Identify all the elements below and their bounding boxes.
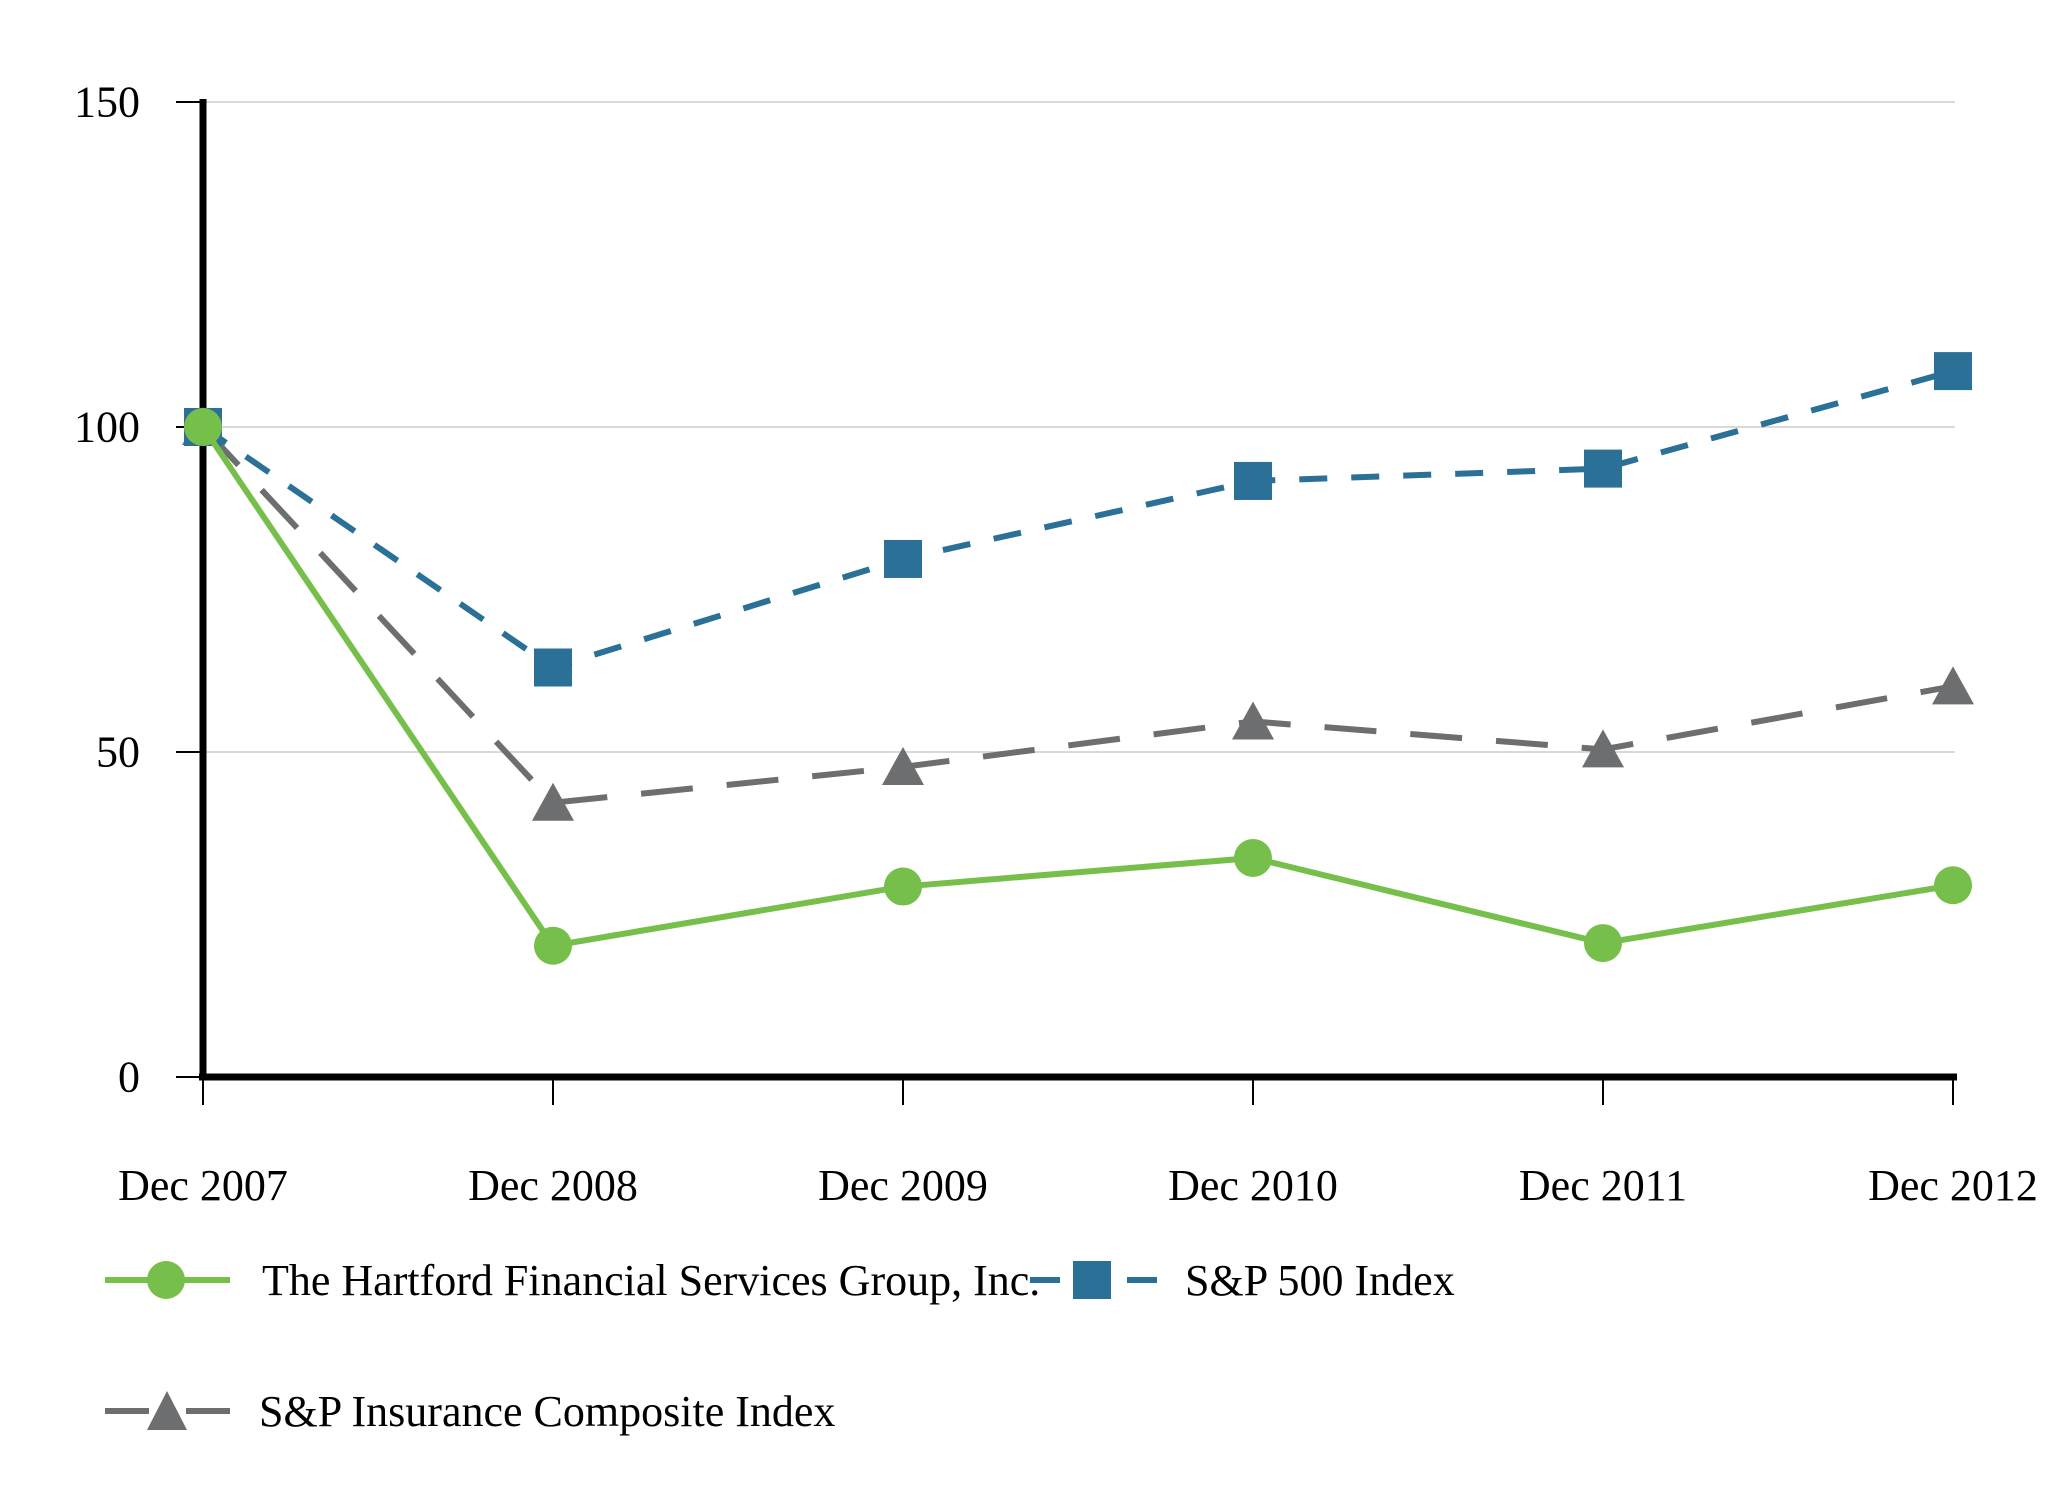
series-line-2 <box>200 424 1954 806</box>
series-line-0 <box>200 425 1954 949</box>
insurance-line-triangle-icon <box>105 1391 230 1430</box>
marker-triangle <box>1582 729 1624 768</box>
marker-circle <box>1934 866 1972 905</box>
marker-square <box>534 648 572 687</box>
marker-triangle <box>882 746 924 785</box>
legend-label-hartford: The Hartford Financial Services Group, I… <box>262 1255 1041 1305</box>
marker-triangle <box>1232 701 1274 740</box>
y-tick-label: 100 <box>74 403 140 452</box>
marker-square <box>1584 449 1622 488</box>
marker-triangle <box>532 782 574 821</box>
series-line-1 <box>201 368 1954 671</box>
x-tick-label: Dec 2008 <box>468 1161 638 1210</box>
legend-item-insurance: S&P Insurance Composite Index <box>105 1385 835 1437</box>
marker-circle <box>184 408 222 446</box>
x-tick-label: Dec 2010 <box>1168 1161 1338 1210</box>
marker-circle <box>884 867 922 906</box>
legend-item-hartford: The Hartford Financial Services Group, I… <box>105 1254 1040 1306</box>
x-tick-label: Dec 2007 <box>118 1161 288 1210</box>
marker-circle <box>1234 838 1272 877</box>
y-tick-label: 0 <box>118 1053 140 1102</box>
legend-label-sp500: S&P 500 Index <box>1185 1255 1455 1305</box>
y-tick-label: 50 <box>96 728 140 777</box>
marker-square <box>884 539 922 578</box>
x-tick-label: Dec 2009 <box>818 1161 988 1210</box>
marker-circle <box>1584 924 1622 963</box>
marker-square <box>1234 461 1272 500</box>
marker-triangle <box>1932 666 1974 705</box>
y-tick-label: 150 <box>74 78 140 127</box>
sp500-line-square-icon <box>1030 1261 1157 1299</box>
marker-circle <box>534 926 572 965</box>
x-tick-label: Dec 2011 <box>1519 1161 1687 1210</box>
hartford-line-circle-icon <box>105 1261 230 1299</box>
legend-item-sp500: S&P 500 Index <box>1030 1254 1455 1306</box>
legend-label-insurance: S&P Insurance Composite Index <box>259 1386 836 1436</box>
marker-square <box>1934 352 1972 391</box>
x-tick-label: Dec 2012 <box>1868 1161 2038 1210</box>
